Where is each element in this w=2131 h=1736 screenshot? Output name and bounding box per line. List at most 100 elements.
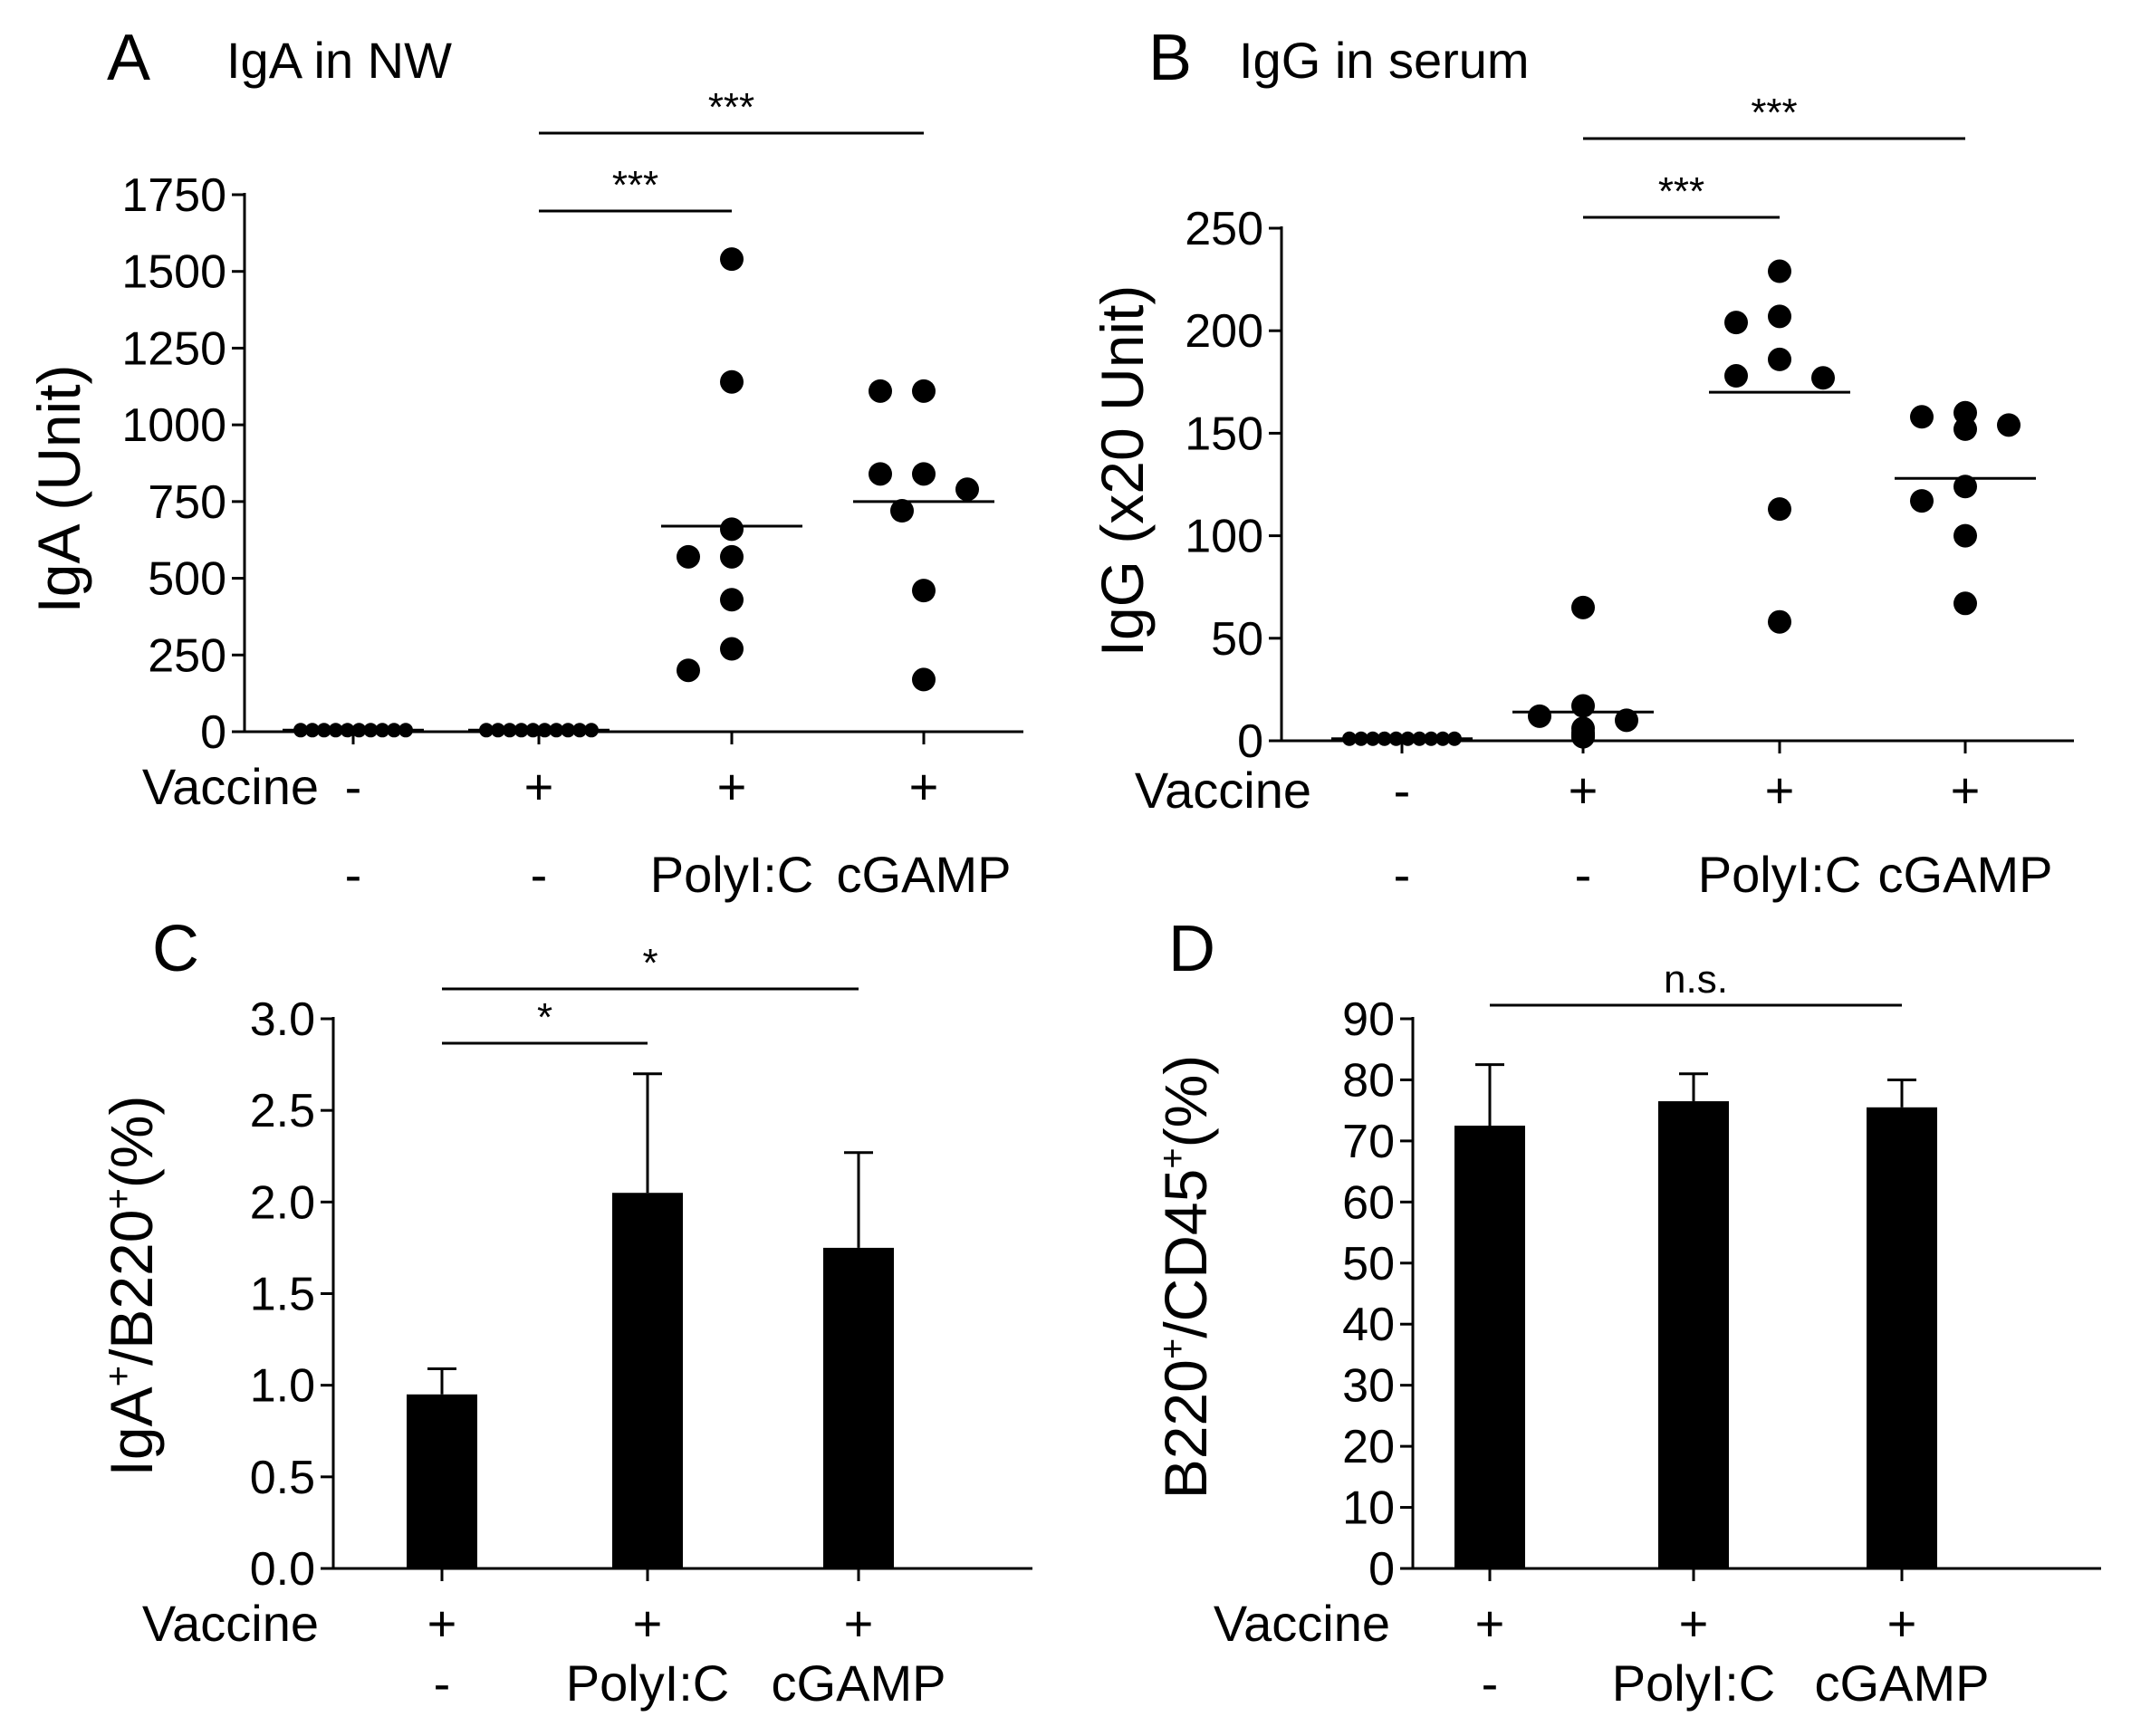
panel-a-vaccine-row-label: Vaccine	[142, 758, 319, 815]
panel-a-significance-label: ***	[612, 163, 658, 207]
panel-a-data-point	[720, 247, 744, 272]
panel-d-letter: D	[1168, 913, 1215, 985]
panel-d-y-tick-label: 20	[1342, 1421, 1395, 1473]
panel-d-significance-label: n.s.	[1664, 957, 1728, 1002]
panel-b-data-point	[1910, 489, 1934, 513]
panel-d-y-label-part3: (%)	[1152, 1055, 1219, 1148]
panel-a-vaccine-value: -	[345, 758, 362, 815]
panel-d-y-label-part1: B220	[1152, 1359, 1219, 1499]
panel-a-data-point	[869, 379, 892, 403]
panel-d-y-tick-label: 30	[1342, 1360, 1395, 1413]
panel-a-data-point	[912, 462, 936, 486]
panel-d-y-tick-label: 50	[1342, 1238, 1395, 1290]
panel-b-data-point	[1768, 497, 1791, 522]
panel-a-y-tick-label: 250	[148, 629, 226, 682]
panel-a-data-point	[912, 579, 936, 603]
panel-b-y-axis-label: IgG (x20 Unit)	[1089, 285, 1156, 657]
panel-b-data-point	[1910, 405, 1934, 429]
panel-c-y-label-part1: IgA	[98, 1386, 165, 1476]
panel-c-vaccine-row-label: Vaccine	[142, 1595, 319, 1652]
panel-a-data-point	[720, 588, 744, 612]
panel-b-adjuvant-label: -	[1394, 846, 1411, 903]
panel-d-y-tick-label: 40	[1342, 1299, 1395, 1351]
panel-a-y-tick-label: 750	[148, 476, 226, 529]
panel-b-vaccine-row-label: Vaccine	[1135, 762, 1311, 819]
panel-c-significance-label: *	[537, 995, 552, 1040]
panel-c-y-label-sup2: +	[99, 1188, 139, 1209]
panel-a-y-tick-label: 500	[148, 553, 226, 606]
panel-b-data-point	[1571, 595, 1595, 619]
panel-b-letter: B	[1148, 22, 1192, 94]
panel-c-bar	[612, 1193, 683, 1568]
panel-d-adjuvant-label: -	[1482, 1654, 1499, 1712]
panel-c-y-tick-label: 3.0	[250, 993, 315, 1046]
panel-d-vaccine-value: +	[1475, 1595, 1505, 1652]
panel-b-data-point	[1615, 708, 1638, 733]
panel-d-y-label-sup1: +	[1153, 1338, 1193, 1359]
panel-c-y-label-sup1: +	[99, 1366, 139, 1386]
panel-a-adjuvant-label: PolyI:C	[650, 846, 814, 903]
panel-b-data-point	[1768, 609, 1791, 634]
panel-b-data-point	[1997, 413, 2021, 437]
panel-d-bar	[1867, 1107, 1937, 1568]
panel-c-y-tick-label: 1.5	[250, 1269, 315, 1321]
panel-d-y-tick-label: 0	[1368, 1543, 1395, 1596]
panel-b-significance-label: ***	[1751, 91, 1797, 135]
panel-a-data-point	[677, 544, 700, 569]
panel-a-vaccine-value: +	[909, 758, 939, 815]
panel-b-data-point	[1953, 417, 1977, 441]
panel-b-data-point	[1768, 304, 1791, 329]
panel-d-vaccine-value: +	[1679, 1595, 1709, 1652]
panel-b: B IgG in serum IgG (x20 Unit) Vaccine 0 5…	[1089, 22, 2074, 903]
panel-a-data-point	[677, 658, 700, 683]
panel-b-vaccine-value: +	[1569, 762, 1598, 819]
panel-a-data-point	[720, 369, 744, 394]
panel-a: A IgA in NW IgA (Unit) Vaccine 0 250 500 75…	[25, 22, 1023, 903]
panel-a-data-point	[890, 499, 914, 523]
panel-b-vaccine-value: +	[1765, 762, 1795, 819]
panel-b-data-point	[1953, 400, 1977, 425]
panel-a-y-tick-label: 1250	[121, 322, 226, 375]
panel-b-data-point	[1768, 259, 1791, 283]
panel-a-data-point	[912, 379, 936, 403]
panel-d-y-label-sup2: +	[1153, 1147, 1193, 1168]
panel-d-y-label-part2: /CD45	[1152, 1169, 1219, 1338]
panel-b-y-tick-label: 150	[1185, 408, 1263, 460]
panel-d-adjuvant-label: cGAMP	[1815, 1654, 1990, 1712]
panel-c-adjuvant-label: -	[434, 1654, 451, 1712]
panel-c-adjuvant-label: cGAMP	[772, 1654, 946, 1712]
panel-b-significance-label: ***	[1658, 169, 1704, 214]
panel-d-y-tick-label: 70	[1342, 1116, 1395, 1168]
panel-c-plot: 0.00.51.01.52.02.53.0+-+PolyI:C+cGAMP**	[250, 941, 1032, 1712]
panel-b-data-point	[1953, 591, 1977, 616]
panel-a-plot: 0 250 500 750 1000 1250 1500 1750 - - + - + PolyI:C + c…	[121, 85, 1023, 903]
panel-c-vaccine-value: +	[633, 1595, 663, 1652]
panel-c-bar	[823, 1247, 894, 1568]
panel-b-plot: 0 50 100 150 200 250 - - + - + PolyI:C + cGAMP *** ***	[1185, 91, 2074, 903]
panel-b-vaccine-value: -	[1394, 762, 1411, 819]
panel-a-y-tick-label: 0	[200, 706, 226, 759]
panel-c-letter: C	[152, 913, 199, 985]
panel-a-data-point	[720, 517, 744, 542]
panel-c-y-tick-label: 1.0	[250, 1360, 315, 1413]
panel-b-adjuvant-label: -	[1575, 846, 1592, 903]
panel-c-y-tick-label: 2.0	[250, 1176, 315, 1229]
panel-a-adjuvant-label: -	[345, 846, 362, 903]
panel-a-vaccine-value: +	[717, 758, 747, 815]
panel-b-data-point	[1528, 704, 1551, 728]
panel-d-vaccine-value: +	[1887, 1595, 1917, 1652]
panel-d-y-tick-label: 10	[1342, 1482, 1395, 1535]
panel-a-significance-label: ***	[708, 85, 754, 129]
panel-a-letter: A	[107, 22, 150, 94]
panel-c-adjuvant-label: PolyI:C	[566, 1654, 730, 1712]
panel-a-data-point	[955, 477, 979, 502]
panel-c-y-label-part3: (%)	[98, 1096, 165, 1189]
panel-c-y-tick-label: 2.5	[250, 1085, 315, 1137]
panel-c-significance-label: *	[642, 941, 658, 985]
panel-c-vaccine-value: +	[844, 1595, 874, 1652]
panel-a-adjuvant-label: -	[531, 846, 548, 903]
panel-b-y-tick-label: 0	[1237, 715, 1263, 768]
panel-a-vaccine-value: +	[524, 758, 554, 815]
